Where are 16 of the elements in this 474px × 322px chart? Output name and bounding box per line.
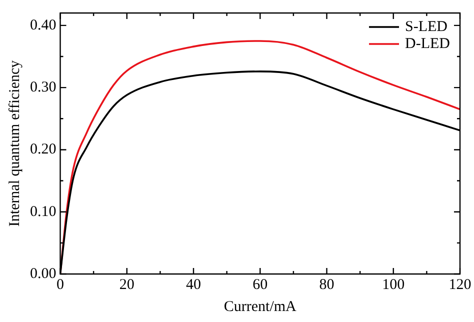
x-tick-label: 0 — [56, 276, 64, 293]
x-tick-label: 40 — [186, 276, 201, 293]
x-axis-title: Current/mA — [224, 298, 297, 315]
y-tick-label: 0.30 — [30, 80, 56, 96]
x-tick-label: 120 — [448, 276, 472, 293]
y-tick-label: 0.20 — [30, 142, 56, 158]
y-axis-title: Internal quantum efficiency — [6, 60, 23, 227]
y-tick-label: 0.10 — [30, 204, 56, 220]
y-tick-label: 0.40 — [30, 17, 56, 34]
y-tick-label: 0.00 — [30, 266, 56, 282]
x-tick-label: 100 — [382, 276, 405, 293]
x-tick-label: 20 — [119, 276, 134, 293]
x-tick-label: 60 — [252, 276, 268, 293]
legend-label: D-LED — [405, 36, 450, 52]
x-tick-label: 80 — [319, 276, 334, 293]
legend-label: S-LED — [405, 18, 448, 35]
